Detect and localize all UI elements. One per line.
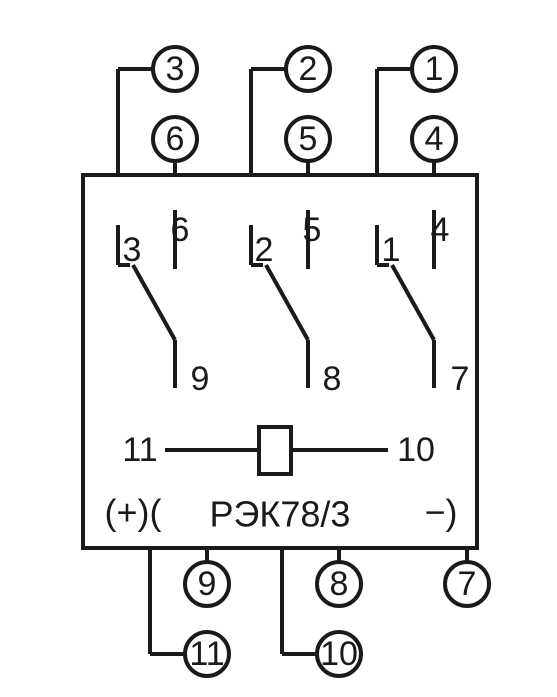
terminal-3-label: 3 bbox=[166, 50, 185, 88]
terminal-7-label: 7 bbox=[458, 565, 477, 603]
terminal-10-label: 10 bbox=[320, 635, 358, 673]
terminal-2-label: 2 bbox=[299, 50, 318, 88]
terminal-8-label: 8 bbox=[330, 565, 349, 603]
terminal-6-label: 6 bbox=[166, 120, 185, 158]
coil-symbol bbox=[259, 427, 291, 474]
contact-com-8-label: 8 bbox=[323, 360, 342, 398]
terminal-11-label: 11 bbox=[189, 635, 224, 673]
contact-nc-1-label: 1 bbox=[382, 231, 401, 269]
coil-terminal-11-label: 11 bbox=[122, 431, 157, 469]
contact-nc-3-label: 3 bbox=[123, 231, 142, 269]
contact-no-6-label: 6 bbox=[171, 211, 190, 249]
contact-no-4-label: 4 bbox=[431, 211, 450, 249]
contact-com-9-label: 9 bbox=[191, 360, 210, 398]
polarity-minus-label: −) bbox=[424, 492, 457, 533]
terminal-5-label: 5 bbox=[299, 120, 318, 158]
terminal-4-label: 4 bbox=[425, 120, 444, 158]
terminal-9-label: 9 bbox=[198, 565, 217, 603]
terminal-1-label: 1 bbox=[425, 50, 444, 88]
coil-terminal-10-label: 10 bbox=[397, 431, 435, 469]
contact-nc-2-label: 2 bbox=[255, 231, 274, 269]
polarity-plus-label: (+)( bbox=[105, 492, 162, 533]
part-number-label: РЭК78/3 bbox=[210, 494, 351, 535]
contact-no-5-label: 5 bbox=[303, 211, 322, 249]
contact-com-7-label: 7 bbox=[451, 360, 470, 398]
relay-wiring-diagram: 3216543692581471110(+)(−)РЭК78/39871110 bbox=[0, 0, 557, 697]
